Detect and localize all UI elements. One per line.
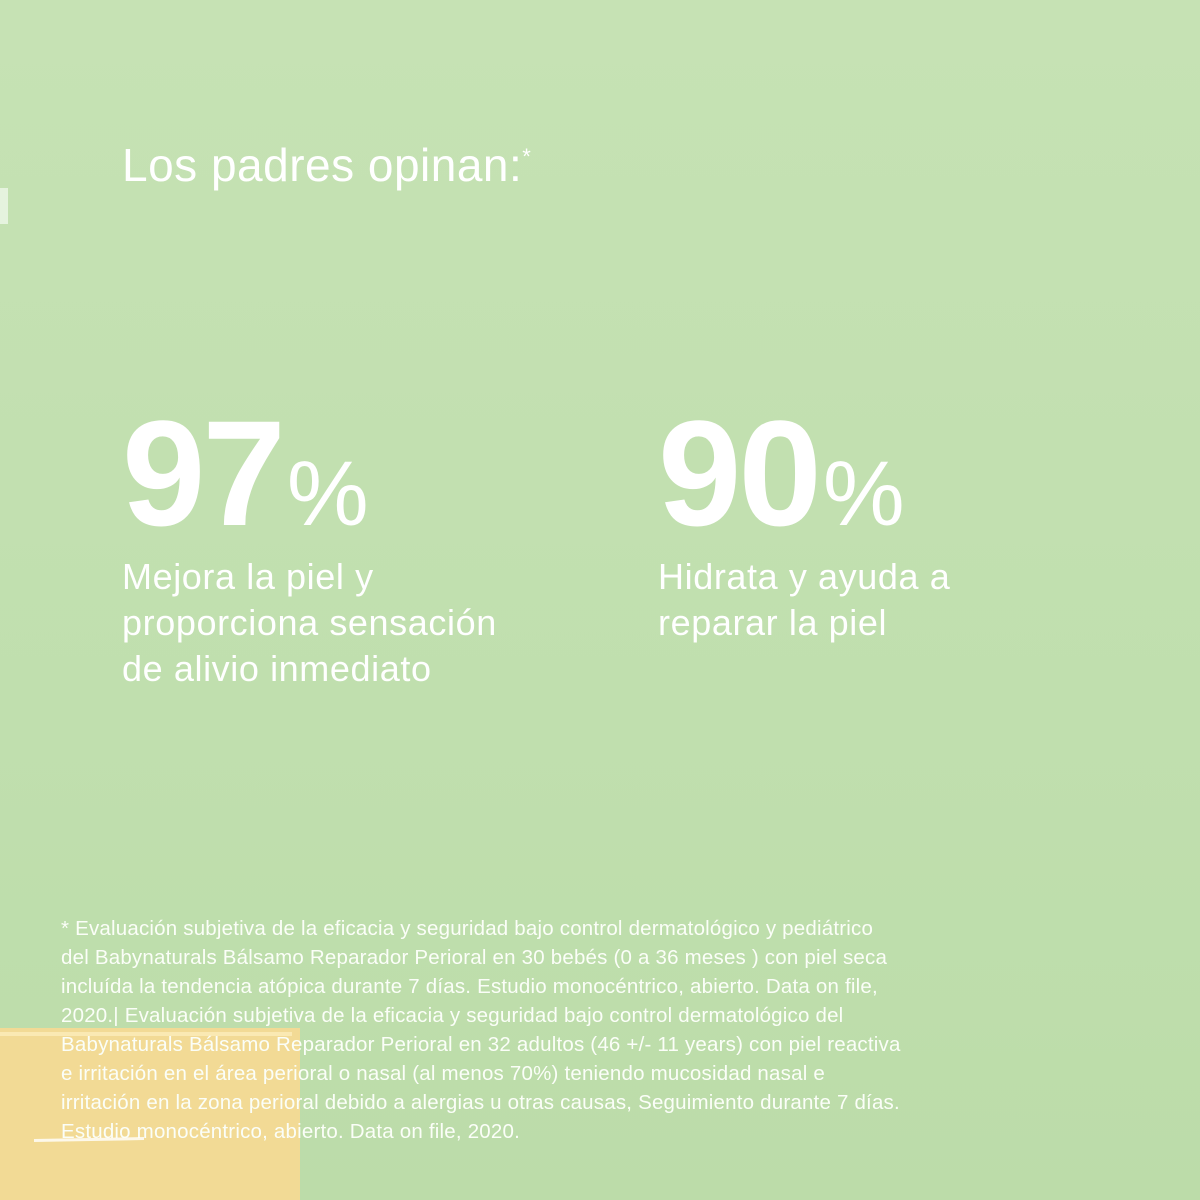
footnote: * Evaluación subjetiva de la eficacia y …: [61, 914, 901, 1146]
description-line: Hidrata y ayuda a: [658, 556, 951, 597]
stat-value: 97: [122, 389, 286, 557]
title-text: Los padres opinan:: [122, 139, 523, 191]
footnote-line: Estudio monocéntrico, abierto. Data on f…: [61, 1120, 520, 1143]
stat-block: 97% Mejora la piel y proporciona sensaci…: [122, 398, 497, 692]
stat-unit: %: [822, 443, 905, 545]
decorative-brush-edge: [0, 1032, 292, 1036]
footnote-line: e irritación en el área perioral o nasal…: [61, 1062, 825, 1085]
stat-description: Mejora la piel y proporciona sensación d…: [122, 554, 497, 692]
description-line: Mejora la piel y: [122, 556, 374, 597]
stat-description: Hidrata y ayuda a reparar la piel: [658, 554, 950, 646]
footnote-line: incluída la tendencia atópica durante 7 …: [61, 975, 878, 998]
page-title: Los padres opinan:*: [122, 138, 531, 192]
decorative-yellow-block: [0, 1028, 300, 1200]
footnote-line: irritación en la zona perioral debido a …: [61, 1091, 900, 1114]
footnote-marker: *: [522, 144, 532, 169]
footnote-line: 2020.| Evaluación subjetiva de la eficac…: [61, 1004, 844, 1027]
description-line: de alivio inmediato: [122, 648, 432, 689]
description-line: reparar la piel: [658, 602, 888, 643]
footnote-line: del Babynaturals Bálsamo Reparador Perio…: [61, 946, 888, 969]
stat-unit: %: [286, 443, 369, 545]
stat-block: 90% Hidrata y ayuda a reparar la piel: [658, 398, 950, 646]
decorative-mark: [0, 188, 8, 224]
stat-value: 90: [658, 389, 822, 557]
footnote-line: * Evaluación subjetiva de la eficacia y …: [61, 917, 874, 940]
description-line: proporciona sensación: [122, 602, 497, 643]
footnote-line: Babynaturals Bálsamo Reparador Perioral …: [61, 1033, 901, 1056]
